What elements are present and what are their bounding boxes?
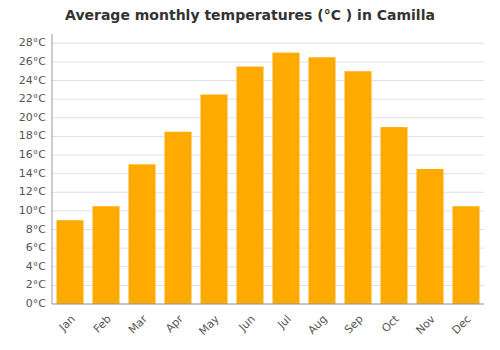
grid-line [52,99,484,100]
y-tick-label: 10°C [19,204,46,217]
x-tick-label: Apr [163,312,186,335]
y-tick-label: 28°C [19,36,46,49]
y-axis-line [52,34,53,304]
bar [381,127,408,304]
bar [273,53,300,304]
y-tick-label: 14°C [19,167,46,180]
grid-line [52,43,484,44]
bar [201,95,228,304]
bar [345,71,372,304]
x-tick-label: Dec [450,313,474,337]
x-tick-label: Mar [126,312,150,336]
x-tick-label: Aug [305,313,329,337]
y-tick-label: 2°C [26,278,46,291]
y-tick-label: 26°C [19,55,46,68]
bar [57,220,84,304]
grid-line [52,61,484,62]
x-tick-label: Jun [236,313,258,335]
bar [453,206,480,304]
y-tick-label: 18°C [19,129,46,142]
bar [417,169,444,304]
y-tick-label: 22°C [19,92,46,105]
x-axis-line [52,304,484,305]
y-tick-label: 6°C [26,241,46,254]
bar [93,206,120,304]
chart-container: 0°C 2°C 4°C 6°C 8°C 10°C 12°C 14°C 16°C 18°C 20°C 2… [0,0,500,350]
x-tick-label: Feb [91,313,114,336]
y-tick-label: 4°C [26,260,46,273]
y-tick-label: 24°C [19,74,46,87]
y-tick-label: 0°C [26,297,46,310]
y-axis: 0°C 2°C 4°C 6°C 8°C 10°C 12°C 14°C 16°C 18°C 20°C 2… [19,34,52,310]
bar [165,132,192,304]
bar [129,164,156,304]
x-tick-label: Sep [342,313,366,337]
y-tick-label: 12°C [19,185,46,198]
y-tick-label: 16°C [19,148,46,161]
chart: 0°C 2°C 4°C 6°C 8°C 10°C 12°C 14°C 16°C 18°C 20°C 2… [0,0,500,350]
grid-line [52,304,484,305]
grid-line [52,155,484,156]
x-tick-label: Jan [56,313,78,335]
x-tick-label: Nov [413,312,438,337]
x-tick-label: Oct [379,312,402,335]
x-tick-label: May [196,312,222,338]
y-tick-label: 8°C [26,223,46,236]
x-tick-label: Jul [274,313,293,332]
bar [237,67,264,304]
grid-line [52,117,484,118]
grid-line [52,136,484,137]
y-grid [52,43,484,304]
bars [57,53,480,304]
bar [309,57,336,304]
x-axis: Jan Feb Mar Apr May Jun Jul Aug Sep Oct Nov Dec [52,304,484,338]
grid-line [52,80,484,81]
y-tick-label: 20°C [19,111,46,124]
title: Average monthly temperatures (°C ) in Ca… [65,7,435,23]
